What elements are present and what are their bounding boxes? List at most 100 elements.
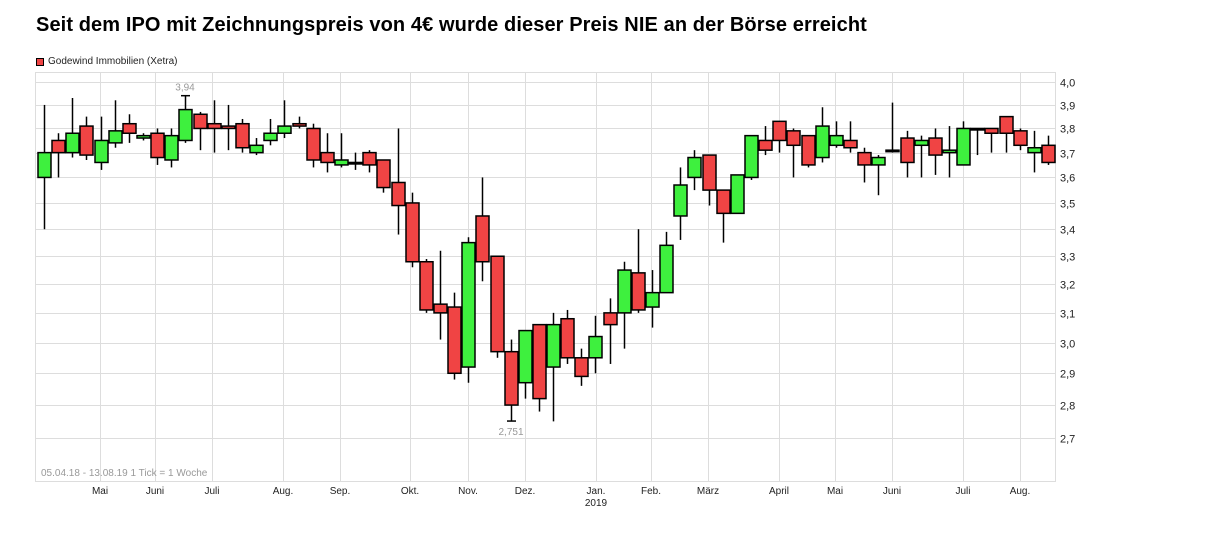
x-tick-label: Mai [92,486,108,497]
candle-down [475,215,490,263]
candle-up [970,127,985,131]
candle-up [136,134,151,139]
candle-up [942,149,957,154]
candle-down [928,137,943,156]
candle-down [574,357,589,378]
candle-down [235,122,250,149]
candle-up [249,144,264,154]
candle-down [306,127,321,161]
legend-label: Godewind Immobilien (Xetra) [48,56,178,67]
candle-down [999,115,1014,134]
candle-up [65,132,80,154]
x-tick-label: Juni [146,486,164,497]
x-tick-year: 2019 [585,498,608,509]
y-tick-label: 3,6 [1060,173,1075,185]
y-tick-label: 3,8 [1060,124,1075,136]
candle-down [320,151,335,164]
annotation-high: 3,94 [175,83,195,94]
candle-down [560,317,575,359]
candle-down [292,122,307,127]
candle-down [1013,130,1028,147]
candle-up [829,134,844,147]
candle-up [673,184,688,217]
x-tick-label: Jan. [587,486,606,497]
y-tick-label: 3,7 [1060,149,1075,161]
legend: Godewind Immobilien (Xetra) [36,56,178,67]
candle-up [885,149,900,153]
candle-down [79,125,94,156]
candle-down [447,306,462,375]
x-tick-label: Aug. [273,486,294,497]
y-tick-label: 3,1 [1060,309,1075,321]
candle-down [801,134,816,166]
x-tick-label: Feb. [641,486,661,497]
candle-up [348,161,363,165]
x-tick-label: Okt. [401,486,419,497]
candle-down [490,255,505,353]
candle-up [108,130,123,144]
candle-down [122,122,137,134]
candle-down [193,113,208,130]
plot-frame [35,72,1056,482]
candle-up [659,244,674,294]
y-tick-label: 3,2 [1060,280,1075,292]
candle-down [631,272,646,311]
candle-up [815,125,830,159]
candle-up [178,108,193,142]
candle-up [617,269,632,314]
candle-down [419,260,434,311]
x-tick-label: Nov. [458,486,478,497]
y-tick-label: 3,0 [1060,339,1075,351]
candle-up [334,159,349,166]
x-tick-label: Juli [955,486,970,497]
candle-down [772,120,787,142]
x-tick-label: Aug. [1010,486,1031,497]
candle-up [588,335,603,359]
candle-up [687,156,702,179]
candle-up [956,127,971,166]
y-tick-label: 3,3 [1060,252,1075,264]
y-tick-label: 2,9 [1060,369,1075,381]
candle-down [716,189,731,215]
annotation-low: 2,751 [498,427,523,438]
candle-down [843,139,858,149]
candle-down [1041,144,1056,164]
y-tick-label: 4,0 [1060,78,1075,90]
y-tick-label: 3,5 [1060,199,1075,211]
candle-up [263,132,278,142]
candle-down [391,181,406,207]
candle-down [702,154,717,191]
candle-down [405,202,420,263]
candle-up [645,291,660,308]
candle-up [730,174,745,215]
candle-down [150,132,165,159]
x-tick-label: Juni [883,486,901,497]
candle-up [744,134,759,179]
y-tick-label: 3,9 [1060,101,1075,113]
x-tick-label: Dez. [515,486,536,497]
candle-down [857,151,872,166]
candle-up [461,241,476,368]
candle-down [51,139,66,154]
candle-down [504,350,519,406]
candle-up [546,323,561,368]
candle-down [532,323,547,400]
candle-up [37,151,52,179]
candle-up [1027,146,1042,154]
x-tick-label: März [697,486,719,497]
candle-down [786,130,801,147]
x-tick-label: Sep. [330,486,351,497]
candle-down [603,312,618,326]
candle-down [362,151,377,166]
y-tick-label: 3,4 [1060,225,1075,237]
candle-up [94,139,109,164]
candle-down [221,125,236,130]
date-range-label: 05.04.18 - 13.08.19 1 Tick = 1 Woche [41,468,208,479]
candle-up [277,125,292,134]
candle-down [984,127,999,134]
chart-title: Seit dem IPO mit Zeichnungspreis von 4€ … [36,14,867,36]
legend-swatch-icon [36,57,44,66]
candle-up [914,139,929,147]
candle-up [518,329,533,384]
